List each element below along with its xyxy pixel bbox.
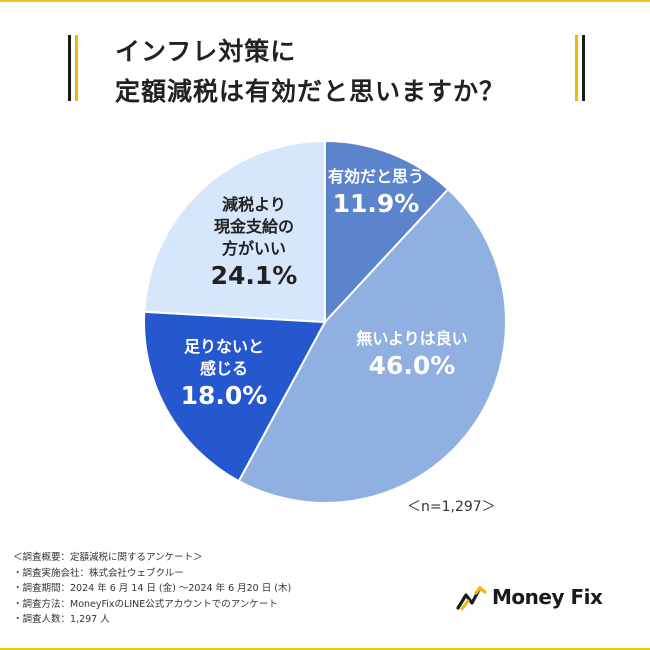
sample-size-label: ＜n=1,297＞ <box>407 499 496 515</box>
logo-text: Money Fix <box>492 585 603 609</box>
slice-value-label: 18.0% <box>181 381 268 410</box>
notes-line: ＜調査概要：定額減税に関するアンケート＞ <box>13 552 203 563</box>
bottom-border-line <box>0 648 650 650</box>
slice-label: 足りないと <box>184 337 264 356</box>
logo-chart-icon <box>456 586 487 611</box>
slice-value-label: 24.1% <box>211 261 298 290</box>
page-title: インフレ対策に 定額減税は有効だと思いますか？ <box>115 32 535 112</box>
slice-label: 感じる <box>200 359 248 378</box>
slice-label: 有効だと思う <box>328 167 424 186</box>
title-bar-right-accent <box>575 35 578 101</box>
slice-value-label: 11.9% <box>333 189 420 218</box>
slice-label: 方がいい <box>222 239 286 258</box>
pie-slice <box>237 187 507 504</box>
survey-notes: ＜調査概要：定額減税に関するアンケート＞ ・調査実施会社：株式会社ウェブクルー … <box>13 550 291 628</box>
top-border-line <box>0 0 650 2</box>
notes-line: ・調査人数：1,297 人 <box>13 614 110 626</box>
title-bar-left-accent <box>75 35 78 101</box>
slice-label: 現金支給の <box>214 217 294 236</box>
title-line-2: 定額減税は有効だと思いますか？ <box>115 77 506 106</box>
slice-label: 無いよりは良い <box>356 329 467 348</box>
moneyfix-logo: Money Fix <box>456 582 603 612</box>
pie-slice <box>324 139 450 325</box>
title-line-1: インフレ対策に <box>115 37 297 66</box>
pie-slice <box>143 139 326 324</box>
title-bar-right <box>582 35 585 101</box>
pie-slice <box>143 310 327 483</box>
notes-line: ・調査実施会社：株式会社ウェブクルー <box>13 567 184 579</box>
notes-line: ・調査期間：2024 年 6 月 14 日 (金) 〜2024 年 6 月20 … <box>13 583 292 595</box>
slice-value-label: 46.0% <box>369 351 456 380</box>
slice-label: 減税より <box>222 195 286 214</box>
notes-line: ・調査方法：MoneyFixのLINE公式アカウントでのアンケート <box>13 598 278 610</box>
title-bar-left <box>68 35 71 101</box>
